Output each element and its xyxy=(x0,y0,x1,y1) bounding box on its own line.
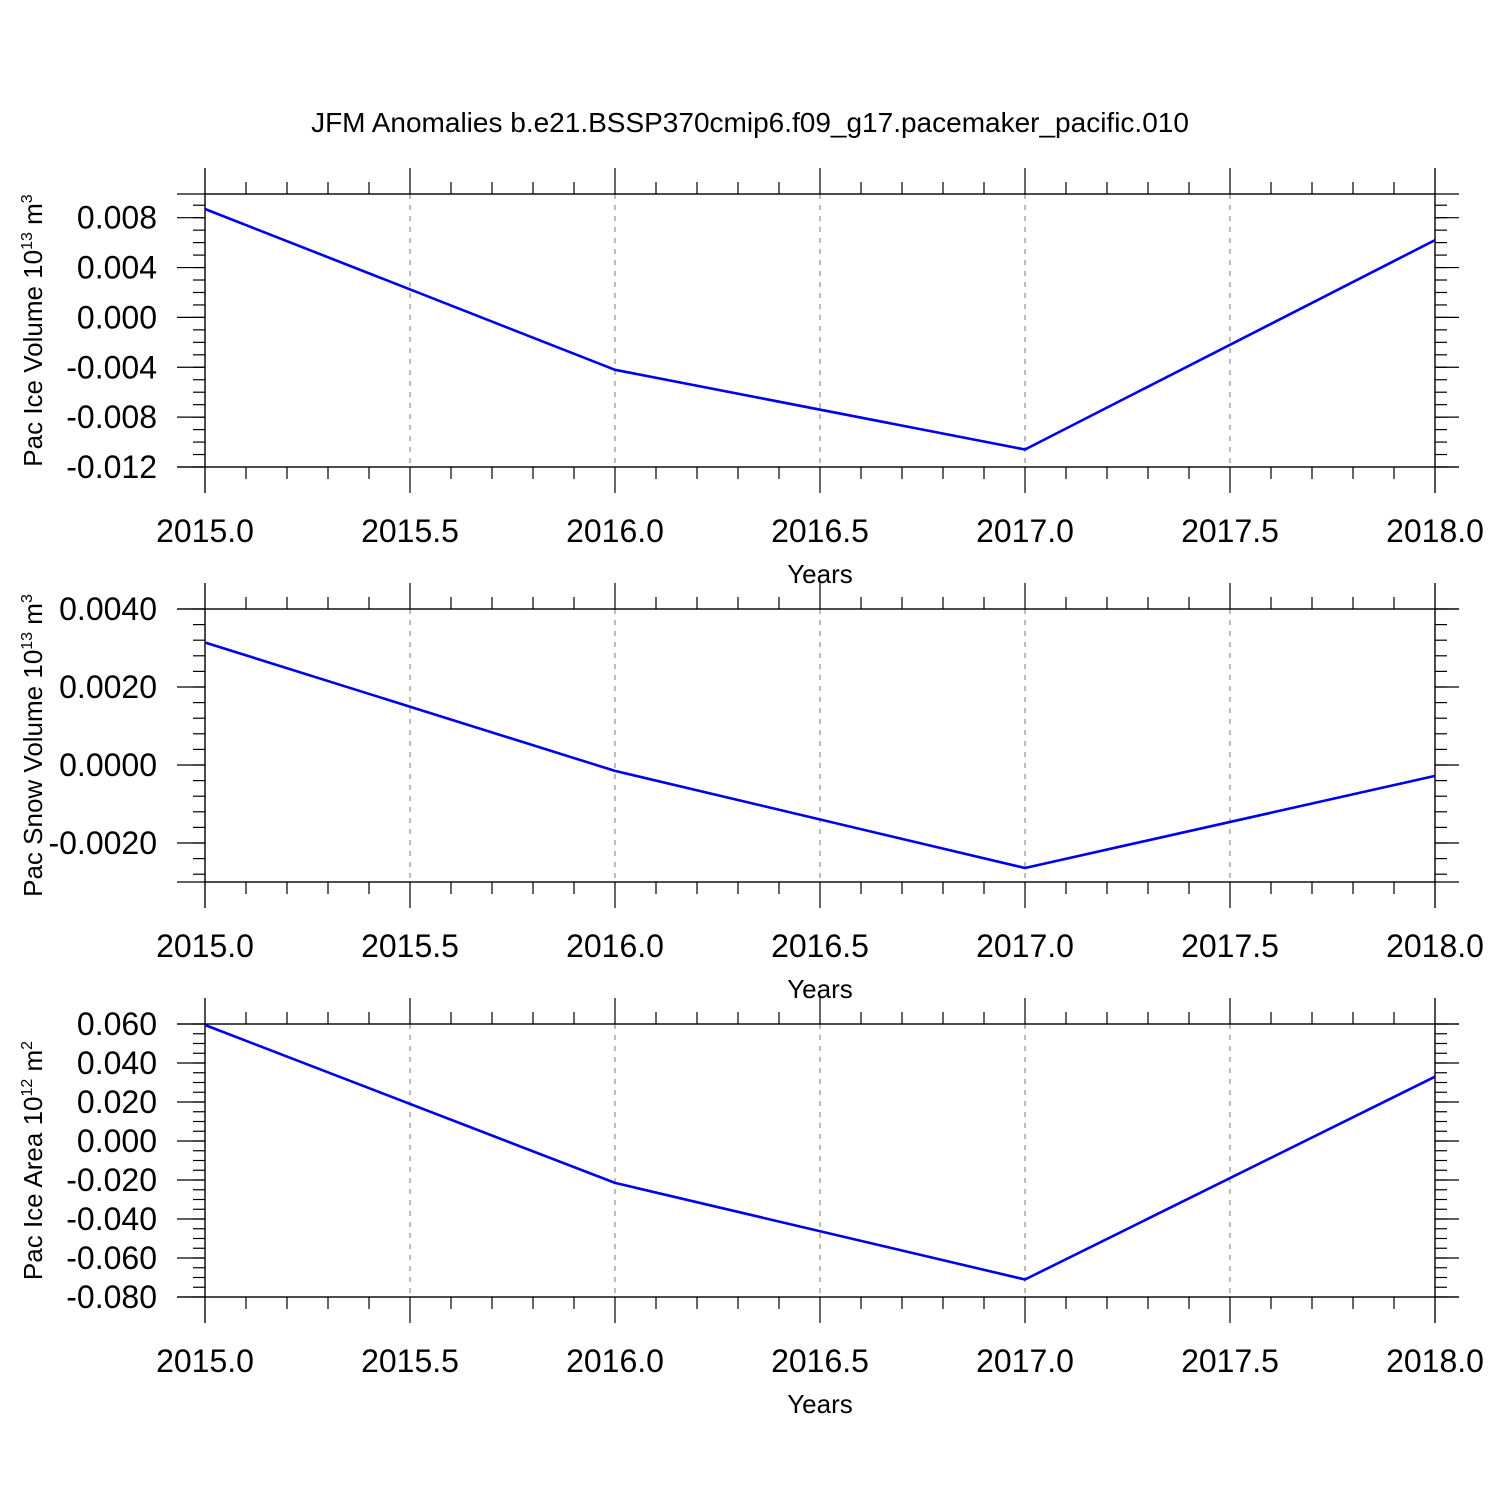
x-tick-label: 2016.0 xyxy=(566,928,664,964)
y-axis-title-unit: m xyxy=(18,1050,48,1079)
x-tick-label: 2017.0 xyxy=(976,1343,1074,1379)
x-tick-label: 2016.5 xyxy=(771,928,869,964)
y-axis-title-unit: m xyxy=(18,203,48,232)
y-tick-label: 0.000 xyxy=(77,299,157,335)
y-axis-title-text: Pac Snow Volume 10 xyxy=(18,650,48,897)
x-tick-label: 2015.0 xyxy=(156,1343,254,1379)
y-tick-label: -0.060 xyxy=(66,1240,157,1276)
x-tick-label: 2018.0 xyxy=(1386,513,1484,549)
y-tick-label: -0.020 xyxy=(66,1162,157,1198)
y-tick-label: -0.080 xyxy=(66,1279,157,1315)
y-tick-label: 0.004 xyxy=(77,250,157,286)
y-axis-title-unit-exponent: 3 xyxy=(19,194,36,203)
y-axis-title-unit-exponent: 3 xyxy=(19,594,36,603)
x-tick-label: 2018.0 xyxy=(1386,928,1484,964)
x-tick-label: 2017.5 xyxy=(1181,928,1279,964)
y-tick-label: -0.004 xyxy=(66,349,157,385)
x-tick-label: 2016.0 xyxy=(566,513,664,549)
y-tick-label: 0.000 xyxy=(77,1123,157,1159)
y-tick-label: -0.0020 xyxy=(48,825,157,861)
y-tick-label: 0.008 xyxy=(77,200,157,236)
y-tick-label: 0.0040 xyxy=(59,591,157,627)
y-axis-title-unit-exponent: 2 xyxy=(19,1041,36,1050)
x-tick-label: 2016.0 xyxy=(566,1343,664,1379)
series-line xyxy=(204,641,1436,870)
y-tick-label: 0.020 xyxy=(77,1084,157,1120)
chart-title: JFM Anomalies b.e21.BSSP370cmip6.f09_g17… xyxy=(311,107,1189,138)
x-tick-label: 2015.5 xyxy=(361,928,459,964)
y-tick-label: 0.0020 xyxy=(59,669,157,705)
x-tick-label: 2017.5 xyxy=(1181,513,1279,549)
x-tick-label: 2017.0 xyxy=(976,928,1074,964)
series-line xyxy=(204,207,1436,451)
x-tick-label: 2018.0 xyxy=(1386,1343,1484,1379)
x-tick-label: 2017.0 xyxy=(976,513,1074,549)
y-axis-title: Pac Snow Volume 1013 m3 xyxy=(18,594,48,897)
y-axis-title-exponent: 13 xyxy=(19,632,36,650)
y-axis-title-text: Pac Ice Volume 10 xyxy=(18,250,48,467)
y-tick-label: 0.0000 xyxy=(59,747,157,783)
x-tick-label: 2015.5 xyxy=(361,513,459,549)
y-axis-title: Pac Ice Area 1012 m2 xyxy=(18,1041,48,1280)
y-axis-title-exponent: 12 xyxy=(19,1079,36,1097)
y-axis-title-text: Pac Ice Area 10 xyxy=(18,1097,48,1281)
x-tick-label: 2017.5 xyxy=(1181,1343,1279,1379)
x-axis-title: Years xyxy=(787,1389,853,1419)
y-tick-label: 0.060 xyxy=(77,1006,157,1042)
x-tick-label: 2015.0 xyxy=(156,928,254,964)
x-tick-label: 2016.5 xyxy=(771,513,869,549)
y-axis-title-unit: m xyxy=(18,603,48,632)
x-tick-label: 2015.0 xyxy=(156,513,254,549)
y-axis-title-exponent: 13 xyxy=(19,232,36,250)
y-tick-label: -0.008 xyxy=(66,399,157,435)
y-tick-label: -0.012 xyxy=(66,449,157,485)
series-line xyxy=(204,1023,1436,1281)
y-tick-label: 0.040 xyxy=(77,1045,157,1081)
x-tick-label: 2016.5 xyxy=(771,1343,869,1379)
x-tick-label: 2015.5 xyxy=(361,1343,459,1379)
y-tick-label: -0.040 xyxy=(66,1201,157,1237)
chart-panel-2: 2015.0 2015.5 2016.0 2016.5 2017.0 2017.5 2018… xyxy=(18,583,1484,1004)
chart-panel-3: 2015.0 2015.5 2016.0 2016.5 2017.0 2017.5 2018… xyxy=(18,998,1484,1419)
chart-panel-1: 2015.0 2015.5 2016.0 2016.5 2017.0 2017.5 2018… xyxy=(18,168,1484,589)
y-axis-title: Pac Ice Volume 1013 m3 xyxy=(18,194,48,467)
